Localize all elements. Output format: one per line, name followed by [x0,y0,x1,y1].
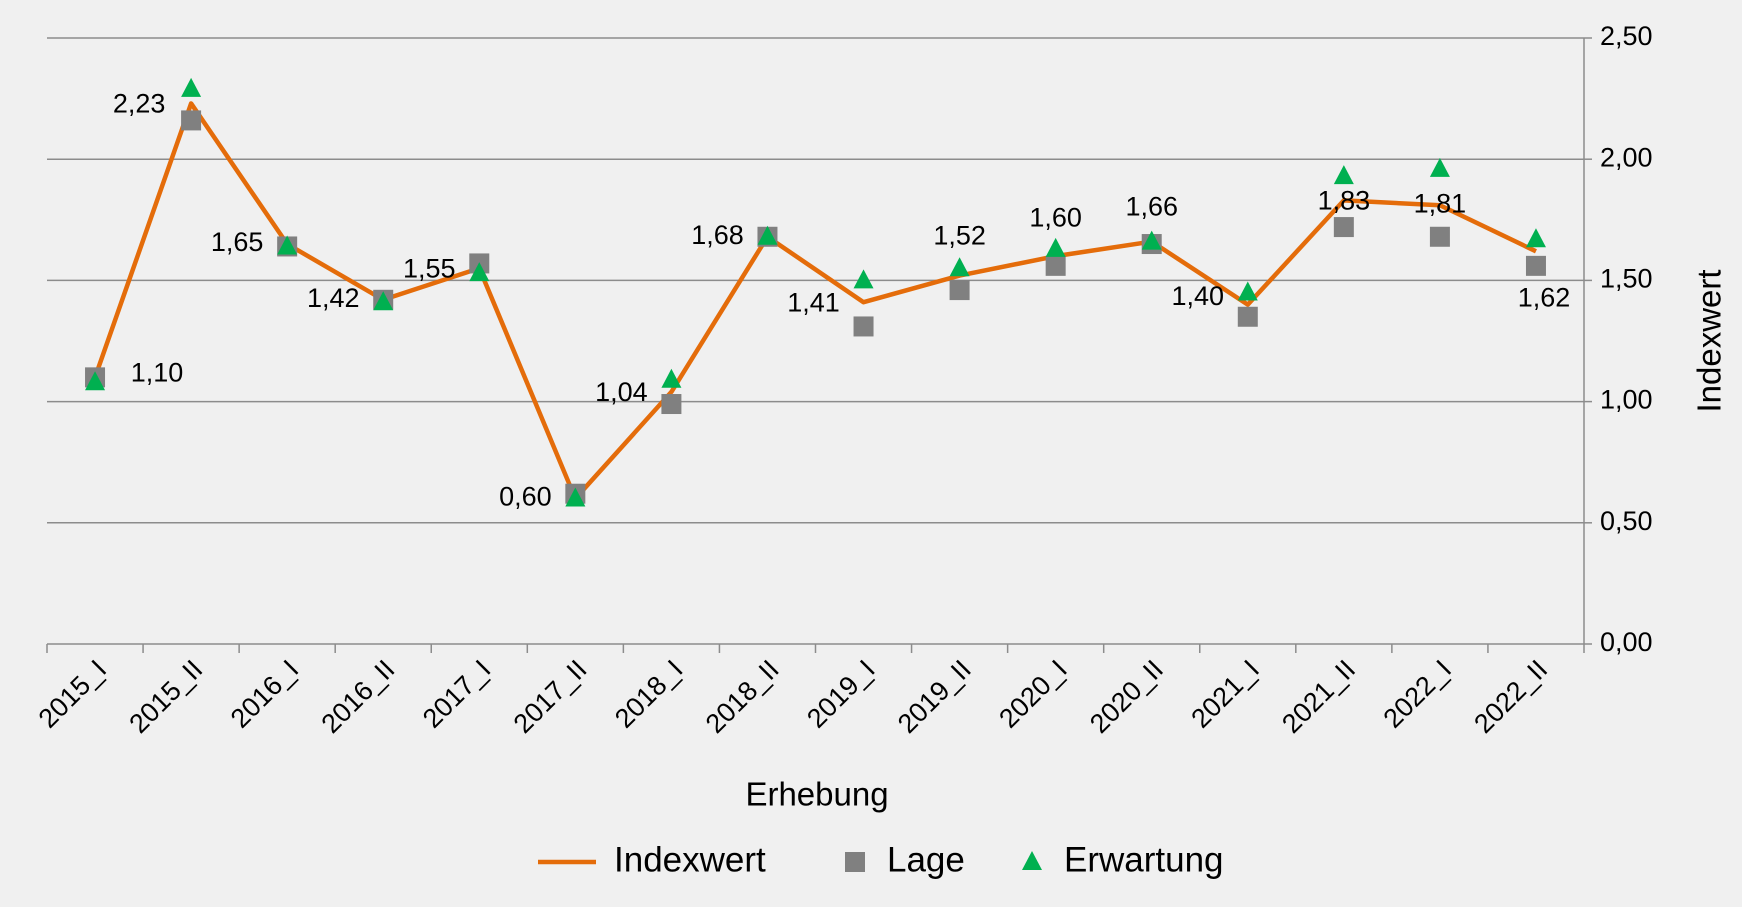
square-marker [1333,217,1354,238]
data-label: 1,55 [403,253,456,283]
legend-swatch [1022,851,1042,870]
line-series [92,101,1537,501]
data-label: 1,41 [787,287,840,317]
triangle-marker [1237,281,1258,301]
triangle-marker [757,225,778,245]
data-label: 1,68 [691,220,744,250]
triangle-marker [1333,165,1354,185]
data-label: 1,42 [307,283,360,313]
square-marker [1045,255,1066,276]
data-label: 1,04 [595,377,648,407]
data-label: 1,60 [1029,202,1082,232]
triangle-marker [85,371,106,391]
data-label: 1,81 [1414,188,1467,218]
square-marker [853,316,874,337]
triangle-marker [1525,228,1546,248]
square-marker [1429,226,1450,247]
triangle-marker [565,487,586,507]
data-label: 1,10 [131,357,184,387]
data-label: 1,62 [1518,282,1571,312]
data-label: 1,66 [1125,192,1178,222]
y-axis-title: Indexwert [1691,269,1728,412]
triangle-marker [1141,230,1162,250]
data-label: 1,83 [1318,186,1371,216]
y-tick-label: 1,00 [1600,385,1653,415]
square-marker [1237,306,1258,327]
triangle-marker [949,257,970,277]
data-label: 1,65 [211,227,264,257]
triangle-marker [277,235,298,255]
triangle-marker [181,77,202,97]
triangle-marker [469,262,490,282]
triangle-marker [373,291,394,311]
square-marker [949,280,970,301]
legend-label: Indexwert [614,840,766,879]
y-tick-label: 2,00 [1600,142,1653,172]
triangle-marker [1429,157,1450,177]
square-marker [1525,255,1546,276]
square-marker [661,394,682,415]
triangle-marker [1045,237,1066,257]
square-marker [181,110,202,131]
y-tick-label: 2,50 [1600,21,1653,51]
data-label: 0,60 [499,482,552,512]
legend-label: Lage [887,840,965,879]
legend-label: Erwartung [1064,840,1224,879]
y-tick-label: 0,00 [1600,627,1653,657]
data-label: 2,23 [113,89,166,119]
y-tick-label: 0,50 [1600,506,1653,536]
triangle-marker [661,368,682,388]
data-label: 1,40 [1172,281,1225,311]
x-axis-title: Erhebung [745,776,888,813]
triangle-marker [853,269,874,289]
data-label: 1,52 [933,221,986,251]
legend-swatch [845,852,865,872]
y-tick-label: 1,50 [1600,264,1653,294]
